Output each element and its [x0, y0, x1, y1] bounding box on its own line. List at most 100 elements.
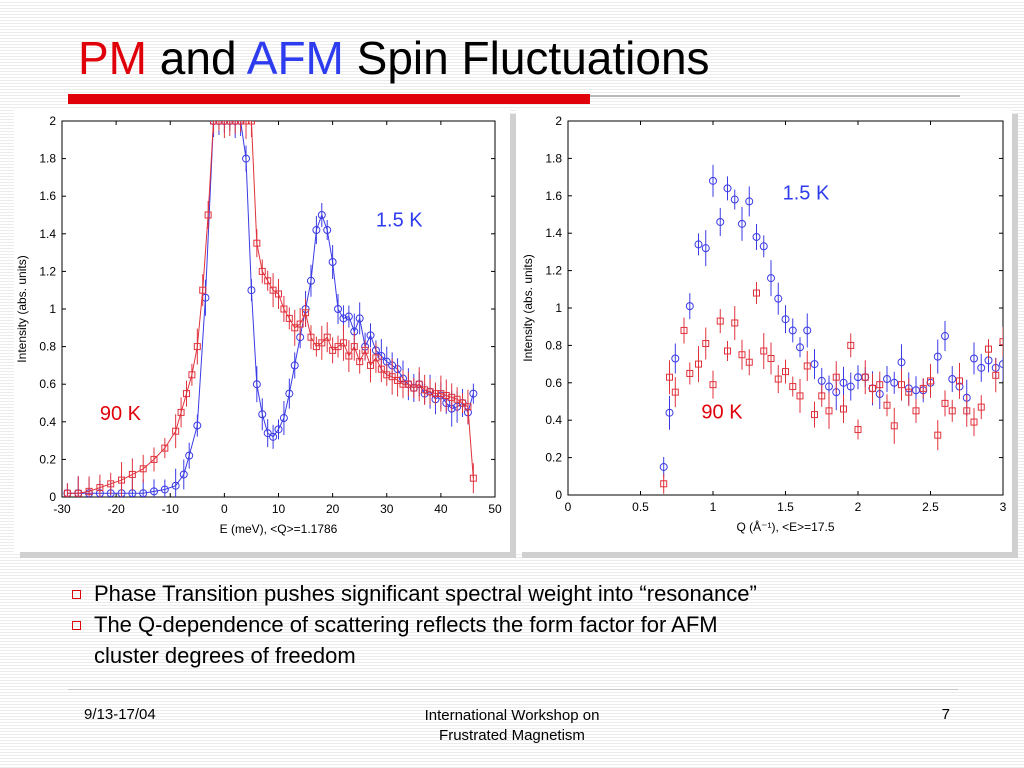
data-point	[280, 305, 288, 313]
bullet-item: Phase Transition pushes significant spec…	[72, 578, 992, 609]
data-point	[355, 314, 364, 323]
plot-frame	[61, 120, 496, 498]
x-tick-label: 3	[1000, 500, 1007, 514]
y-tick-label: 0	[555, 488, 562, 502]
data-point	[854, 426, 862, 434]
x-tick-label: 20	[326, 502, 340, 516]
data-point	[753, 289, 760, 297]
data-point	[745, 358, 753, 366]
x-tick-label: 50	[488, 502, 502, 516]
y-tick-label: 1.6	[545, 189, 562, 203]
data-point	[291, 324, 299, 332]
y-tick-label: 0.6	[39, 377, 56, 391]
data-point	[782, 368, 789, 376]
data-point	[242, 121, 250, 125]
y-tick-label: 0.8	[39, 340, 56, 354]
data-point	[188, 371, 196, 379]
footer-date: 9/13-17/04	[84, 706, 156, 723]
data-point	[464, 403, 472, 411]
y-tick-label: 2	[555, 114, 562, 128]
data-point	[242, 154, 251, 163]
y-tick-label: 1.6	[39, 189, 56, 203]
data-point	[659, 462, 668, 471]
plot-area	[659, 164, 1003, 494]
data-point	[709, 381, 717, 389]
data-point	[745, 197, 754, 206]
data-point	[898, 381, 905, 389]
title-and: and	[147, 32, 247, 84]
title-underline-gray	[590, 95, 960, 97]
footer-rule	[68, 689, 958, 690]
data-point	[803, 326, 812, 335]
data-point	[139, 489, 148, 497]
y-tick-label: 0.2	[39, 452, 56, 466]
temperature-label: 90 K	[701, 401, 743, 423]
x-tick-label: -20	[107, 502, 125, 516]
data-point	[302, 309, 310, 317]
data-point	[970, 418, 978, 426]
data-point	[182, 390, 190, 398]
data-point	[941, 332, 949, 341]
footer-conference-line2: Frustrated Magnetism	[439, 727, 585, 744]
data-point	[231, 121, 239, 125]
data-point	[372, 354, 380, 362]
data-point	[85, 487, 93, 495]
x-tick-label: 0	[565, 500, 572, 514]
data-point	[890, 422, 898, 430]
data-point	[421, 386, 429, 394]
data-point	[339, 339, 347, 347]
data-point	[220, 121, 228, 125]
data-point	[328, 258, 337, 266]
data-point	[193, 421, 202, 430]
data-point	[334, 343, 342, 351]
y-tick-label: 0	[49, 490, 56, 504]
y-tick-label: 1.2	[39, 264, 56, 278]
bullet-list: Phase Transition pushes significant spec…	[72, 578, 992, 671]
data-point	[160, 485, 169, 494]
data-point	[759, 242, 768, 251]
data-point	[694, 240, 703, 249]
data-point	[171, 481, 180, 490]
x-tick-label: 1	[710, 500, 717, 514]
data-point	[437, 390, 445, 398]
chart-panel-energy: -30 -20 -10 0 10 20 30 40 50 0 0.2 0.4 0.6 0.8 1 1.2 1.4…	[14, 108, 510, 552]
data-point	[977, 403, 985, 411]
data-point	[150, 455, 158, 463]
data-point	[803, 362, 811, 370]
y-tick-label: 1.8	[545, 151, 562, 165]
data-point	[861, 373, 869, 381]
data-point	[832, 373, 840, 381]
data-point	[296, 320, 304, 328]
data-point	[199, 286, 207, 294]
y-tick-label: 2	[49, 114, 56, 128]
data-point	[150, 487, 159, 496]
x-axis-label: E (meV), <Q>=1.1786	[220, 522, 338, 536]
data-point	[730, 195, 739, 204]
x-tick-label: -10	[162, 502, 180, 516]
data-point	[716, 217, 725, 226]
data-point	[404, 380, 412, 388]
bullet-text: Phase Transition pushes significant spec…	[94, 581, 757, 606]
data-point	[107, 480, 115, 488]
data-point	[685, 302, 694, 311]
data-point	[185, 451, 194, 460]
data-point	[139, 465, 147, 473]
data-point	[738, 351, 746, 359]
data-point	[383, 371, 391, 379]
x-tick-label: 0.5	[632, 500, 649, 514]
data-point	[767, 354, 775, 362]
data-point	[377, 365, 385, 373]
data-point	[469, 474, 477, 482]
data-point	[318, 339, 326, 347]
data-point	[686, 369, 694, 377]
temperature-label: 1.5 K	[783, 183, 830, 205]
data-point	[410, 384, 418, 392]
y-tick-label: 0.4	[39, 415, 56, 429]
data-point	[247, 286, 256, 295]
data-point	[264, 277, 272, 285]
q-scan-chart: 0 0.5 1 1.5 2 2.5 3 0 0.2 0.4 0.6 0.8 1 1.2 1.4 1.6 1.8 2…	[521, 114, 1007, 534]
data-point	[912, 407, 920, 415]
y-tick-label: 0.8	[545, 338, 562, 352]
y-axis-label: Intensity (abs. units)	[521, 254, 535, 361]
data-point	[905, 388, 913, 396]
